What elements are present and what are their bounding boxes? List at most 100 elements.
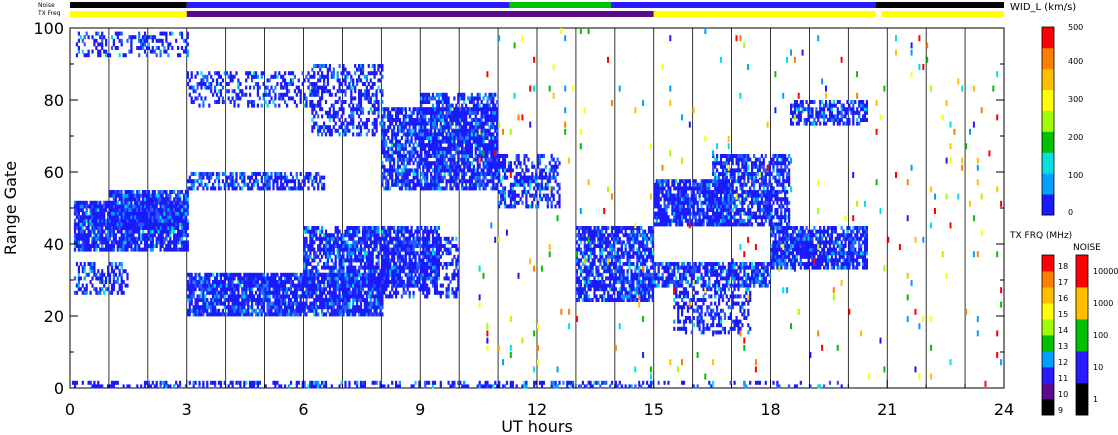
echo-cell: [428, 110, 431, 115]
echo-cell: [426, 254, 429, 259]
echo-cell: [435, 233, 438, 238]
echo-cell: [319, 240, 322, 245]
echo-cell: [143, 38, 147, 43]
echo-cell: [233, 290, 236, 295]
echo-cell: [186, 190, 189, 194]
echo-cell: [393, 164, 396, 169]
echo-cell: [340, 269, 343, 274]
echo-cell: [128, 244, 131, 248]
echo-cell: [463, 186, 466, 191]
echo-cell: [476, 100, 479, 104]
top-status-bars: Noise TX Freq: [37, 2, 1004, 17]
echo-cell: [179, 233, 182, 238]
echo-cell: [235, 312, 238, 317]
echo-cell: [153, 197, 156, 202]
echo-cell: [231, 283, 234, 288]
echo-cell: [287, 272, 291, 277]
echo-cell: [101, 269, 104, 274]
echo-cell: [75, 215, 78, 220]
echo-cell: [467, 139, 470, 144]
echo-cell: [116, 193, 119, 198]
echo-cell: [465, 172, 468, 176]
echo-cell: [422, 121, 425, 126]
echo-cell: [395, 287, 398, 292]
echo-cell: [116, 204, 119, 209]
echo-cell: [110, 247, 114, 252]
echo-cell: [451, 157, 454, 162]
echo-cell: [241, 301, 244, 306]
echo-cell: [344, 308, 347, 313]
echo-cell: [346, 269, 349, 274]
echo-cell: [112, 222, 115, 227]
echo-cell: [180, 204, 184, 209]
echo-cell: [311, 287, 314, 292]
echo-cell: [455, 161, 458, 166]
echo-cell: [262, 287, 265, 292]
echo-cell: [490, 157, 493, 162]
echo-cell: [474, 168, 477, 173]
echo-cell: [402, 164, 405, 169]
echo-cell: [274, 283, 277, 288]
echo-cell: [344, 298, 347, 302]
echo-cell: [395, 114, 398, 119]
echo-cell: [268, 280, 271, 284]
echo-cell: [420, 125, 423, 130]
echo-cell: [305, 265, 308, 270]
echo-cell: [184, 190, 187, 194]
echo-cell: [443, 136, 446, 140]
echo-cell: [177, 229, 180, 234]
echo-cell: [108, 215, 112, 220]
echo-cell: [97, 204, 100, 209]
echo-cell: [118, 244, 121, 248]
echo-cell: [363, 269, 366, 274]
echo-cell: [383, 254, 386, 259]
echo-cell: [478, 182, 481, 187]
echo-cell: [229, 305, 232, 310]
echo-cell: [437, 290, 440, 295]
echo-cell: [449, 121, 452, 126]
echo-cell: [445, 118, 448, 122]
echo-cell: [192, 287, 195, 292]
echo-cell: [410, 132, 413, 137]
echo-cell: [336, 251, 339, 256]
echo-cell: [476, 179, 479, 184]
echo-cell: [305, 294, 308, 299]
echo-cell: [396, 179, 400, 184]
echo-cell: [266, 290, 269, 295]
echo-cell: [406, 226, 409, 230]
echo-cell: [430, 280, 433, 284]
echo-cell: [126, 247, 129, 252]
echo-cell: [328, 272, 331, 277]
echo-cell: [383, 175, 386, 180]
echo-cell: [478, 150, 481, 155]
echo-cell: [437, 128, 440, 133]
echo-cell: [437, 226, 440, 230]
echo-cell: [204, 287, 207, 292]
echo-cell: [237, 312, 240, 317]
echo-cell: [128, 49, 131, 54]
echo-cell: [194, 308, 197, 313]
echo-cell: [350, 308, 353, 313]
echo-cell: [461, 139, 464, 144]
echo-cell: [474, 182, 477, 187]
echo-cell: [480, 172, 483, 176]
echo-cell: [155, 244, 158, 248]
echo-cell: [371, 312, 374, 317]
echo-cell: [130, 233, 133, 238]
echo-cell: [389, 233, 392, 238]
echo-cell: [180, 211, 184, 216]
echo-cell: [346, 301, 349, 306]
echo-cell: [332, 269, 335, 274]
echo-cell: [212, 272, 215, 277]
echo-cell: [439, 100, 442, 104]
echo-cell: [155, 229, 158, 234]
echo-cell: [266, 305, 269, 310]
echo-cell: [169, 215, 172, 220]
echo-cell: [385, 157, 388, 162]
echo-cell: [484, 182, 487, 187]
echo-cell: [291, 301, 294, 306]
echo-cell: [138, 218, 141, 223]
echo-cell: [118, 38, 121, 43]
echo-cell: [393, 262, 396, 266]
echo-cell: [412, 118, 415, 122]
